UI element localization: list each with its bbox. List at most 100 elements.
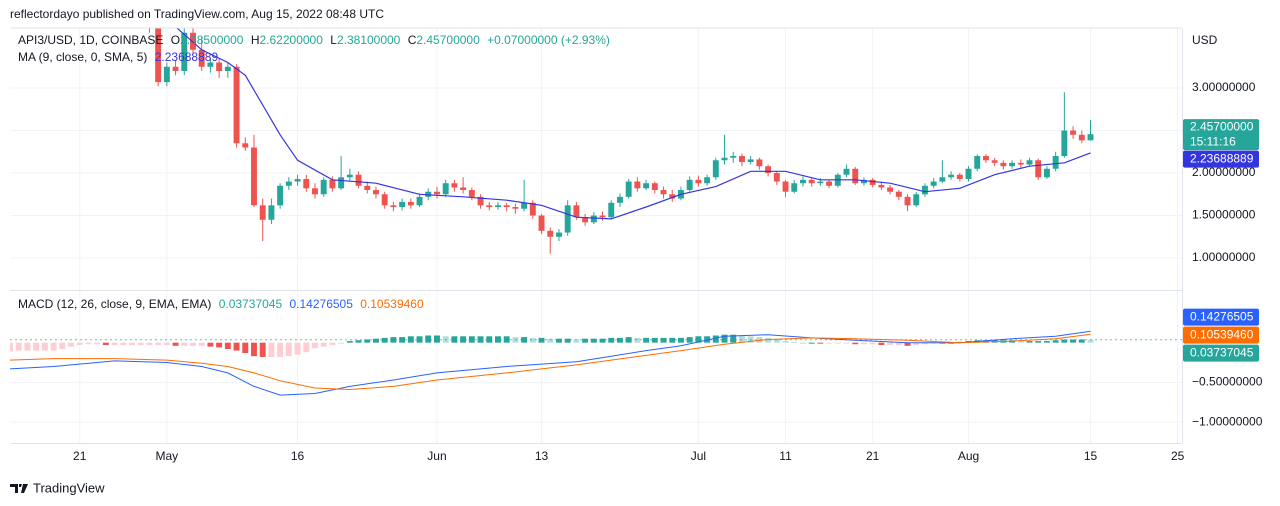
candle-body	[921, 185, 928, 195]
histogram-bar	[277, 342, 284, 357]
candle-body	[887, 187, 894, 192]
histogram-bar	[860, 342, 867, 345]
candle-body	[181, 32, 188, 72]
histogram-bar	[181, 342, 188, 346]
candle-body	[416, 196, 423, 206]
histogram-bar	[172, 342, 179, 346]
histogram-bar	[1017, 341, 1024, 343]
candle-body	[503, 205, 510, 208]
histogram-bar	[826, 342, 833, 344]
signal-value: 0.10539460	[360, 297, 424, 311]
candle-body	[730, 156, 737, 158]
high-key: H	[251, 33, 260, 47]
histogram-bar	[852, 342, 859, 345]
histogram-bar	[364, 339, 371, 343]
candle-body	[1078, 134, 1085, 141]
candle-body	[643, 183, 650, 189]
histogram-bar	[712, 335, 719, 343]
indicator-tag-label: 0.03737045	[1190, 345, 1254, 359]
candle-body	[346, 174, 353, 178]
histogram-bar	[791, 341, 798, 343]
histogram-bar	[564, 338, 571, 343]
candle-body	[869, 179, 876, 185]
indicator-tag-label: 0.10539460	[1190, 327, 1254, 341]
candle-body	[390, 205, 397, 208]
histogram-bar	[547, 338, 554, 343]
candle-body	[756, 159, 763, 167]
x-tick-label: May	[156, 449, 179, 463]
histogram-bar	[320, 342, 327, 347]
histogram-bar	[773, 339, 780, 343]
histogram-bar	[33, 342, 40, 351]
low-value: 2.38100000	[337, 33, 401, 47]
histogram-bar	[556, 338, 562, 343]
close-value: 2.45700000	[416, 33, 480, 47]
histogram-bar	[843, 342, 850, 344]
histogram-bar	[495, 336, 501, 343]
histogram-bar	[721, 334, 728, 343]
histogram-bar	[1061, 339, 1068, 343]
histogram-bar	[521, 337, 528, 343]
candle-body	[651, 183, 658, 191]
candle-body	[686, 179, 693, 191]
histogram-bar	[704, 336, 711, 343]
histogram-bar	[233, 342, 240, 351]
histogram-bar	[921, 342, 928, 345]
histogram-bar	[434, 335, 440, 343]
currency-label: USD	[1192, 33, 1218, 47]
candle-body	[364, 185, 371, 191]
macd-legend: MACD (12, 26, close, 9, EMA, EMA) 0.0373…	[18, 297, 424, 311]
high-value: 2.62200000	[260, 33, 324, 47]
x-tick-label: 25	[1171, 449, 1185, 463]
change-value: +0.07000000 (+2.93%)	[487, 33, 610, 47]
histogram-bar	[85, 342, 92, 345]
candle-body	[477, 196, 484, 206]
histogram-bar	[312, 342, 318, 349]
candle-body	[1087, 134, 1094, 141]
ma-line	[176, 28, 1091, 220]
symbol-legend: API3/USD, 1D, COINBASE O2.38500000 H2.62…	[18, 33, 610, 47]
histogram-bar	[329, 342, 336, 346]
histogram-bar	[669, 337, 676, 343]
histogram-bar	[303, 342, 310, 353]
histogram-bar	[390, 337, 397, 343]
last-price-tag	[1183, 119, 1259, 151]
histogram-bar	[355, 340, 362, 343]
candle-body	[442, 183, 449, 195]
histogram-bar	[76, 342, 83, 346]
last-price-label: 2.45700000	[1190, 119, 1254, 133]
candle-body	[617, 196, 623, 203]
x-tick-label: 21	[73, 449, 87, 463]
candle-body	[373, 190, 379, 195]
histogram-bar	[216, 342, 223, 348]
histogram-bar	[1078, 339, 1085, 343]
indicator-tag	[1183, 326, 1259, 344]
histogram-bar	[834, 342, 841, 344]
macd-line	[10, 330, 1091, 396]
histogram-bar	[451, 336, 458, 343]
histogram-bar	[242, 342, 249, 353]
brand-logo	[10, 484, 28, 493]
histogram-bar	[268, 342, 275, 357]
bar-countdown: 15:11:16	[1190, 134, 1236, 148]
x-tick-label: Jul	[691, 449, 706, 463]
histogram-bar	[146, 342, 153, 346]
candle-body	[852, 168, 859, 184]
histogram-bar	[373, 338, 379, 343]
histogram-value: 0.03737045	[219, 297, 283, 311]
candle-body	[625, 181, 632, 197]
candle-body	[782, 181, 789, 192]
histogram-bar	[41, 342, 48, 351]
histogram-bar	[102, 342, 109, 346]
histogram-bar	[660, 337, 667, 343]
histogram-bar	[799, 342, 806, 344]
ma-price-tag	[1183, 150, 1259, 168]
open-value: 2.38500000	[180, 33, 244, 47]
histogram-bar	[887, 342, 894, 346]
histogram-bar	[625, 337, 632, 343]
candle-body	[747, 159, 754, 162]
candle-body	[826, 181, 833, 186]
histogram-bar	[163, 342, 170, 346]
x-tick-label: Aug	[958, 449, 979, 463]
close-key: C	[408, 33, 417, 47]
